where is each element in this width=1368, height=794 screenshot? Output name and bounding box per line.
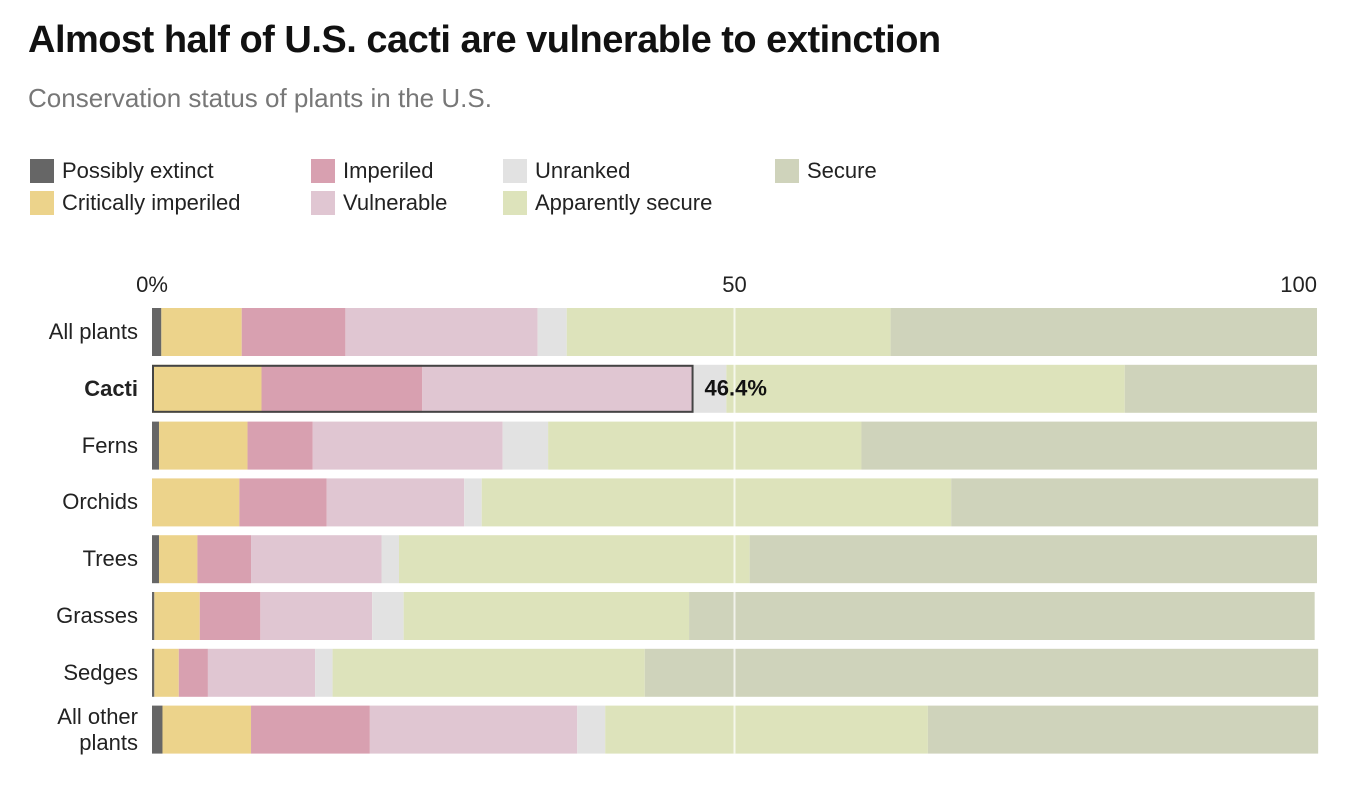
bar-segment xyxy=(692,364,727,413)
legend-label: Unranked xyxy=(535,158,630,183)
bar-segment xyxy=(464,478,482,527)
bar-segment xyxy=(548,421,862,470)
bar-segment xyxy=(689,592,1315,640)
category-label: All other plants xyxy=(57,703,138,755)
legend-label: Imperiled xyxy=(343,158,433,183)
bar-segment xyxy=(152,705,163,754)
bar-segment xyxy=(199,592,261,640)
bar-segment xyxy=(577,705,606,754)
bar-segment xyxy=(239,478,327,527)
legend-swatch xyxy=(775,159,799,183)
legend-swatch xyxy=(503,191,527,215)
bar-segment xyxy=(537,308,567,356)
legend-swatch xyxy=(311,191,335,215)
category-label: Trees xyxy=(82,546,138,572)
highlight-outline xyxy=(152,364,694,413)
bar-segment xyxy=(861,421,1317,470)
bar-segment xyxy=(566,308,891,356)
legend-label: Vulnerable xyxy=(343,190,447,215)
bar-segment xyxy=(152,478,240,527)
bar-segment xyxy=(161,308,242,356)
bar-segment xyxy=(481,478,952,527)
legend-swatch xyxy=(30,191,54,215)
legend-swatch xyxy=(503,159,527,183)
bar-segment xyxy=(927,705,1319,754)
category-label: Cacti xyxy=(84,375,138,401)
legend-label: Apparently secure xyxy=(535,190,712,215)
bar-segment xyxy=(890,308,1317,356)
legend-label: Secure xyxy=(807,158,877,183)
bar-segment xyxy=(345,308,538,356)
bar-segment xyxy=(749,535,1317,584)
bar-segment xyxy=(178,648,208,697)
category-label: Grasses xyxy=(56,603,138,628)
chart-title: Almost half of U.S. cacti are vulnerable… xyxy=(28,19,941,61)
x-tick-label: 50 xyxy=(722,272,746,297)
bar-segment xyxy=(158,421,248,470)
bar-segment xyxy=(372,592,404,640)
bar-segment xyxy=(605,705,928,754)
category-label: Ferns xyxy=(81,432,138,458)
bar-segment xyxy=(152,308,162,356)
bar-segment xyxy=(251,705,370,754)
bar-segment xyxy=(154,592,200,640)
legend-label: Critically imperiled xyxy=(62,190,240,215)
bar-segment xyxy=(403,592,690,640)
bar-segment xyxy=(251,535,382,584)
bar-segment xyxy=(260,592,373,640)
bar-segment xyxy=(502,421,549,470)
legend-swatch xyxy=(30,159,54,183)
bar-segment xyxy=(197,535,252,584)
bar-segment xyxy=(381,535,399,584)
bar-segment xyxy=(332,648,645,697)
bar-segment xyxy=(422,364,693,413)
bar-segment xyxy=(152,364,262,413)
bar-segment xyxy=(1124,364,1317,413)
bar-segment xyxy=(241,308,346,356)
bar-segment xyxy=(152,421,159,470)
bar-segment xyxy=(152,535,159,584)
annotation: 46.4% xyxy=(705,376,767,401)
bar-segment xyxy=(644,648,1319,697)
bar-segment xyxy=(951,478,1319,527)
category-label: Sedges xyxy=(63,659,138,685)
bar-segment xyxy=(152,648,155,697)
bar-segment xyxy=(152,592,155,640)
category-label: Orchids xyxy=(62,489,138,515)
legend-swatch xyxy=(311,159,335,183)
bar-segment xyxy=(247,421,313,470)
x-tick-label: 100 xyxy=(1280,272,1317,297)
bar-segment xyxy=(158,535,198,584)
bar-segment xyxy=(207,648,316,697)
bar-segment xyxy=(398,535,750,584)
bar-segment xyxy=(369,705,578,754)
category-label: All plants xyxy=(48,319,138,344)
bar-segment xyxy=(315,648,333,697)
bar-segment xyxy=(312,421,503,470)
x-tick-label: 0% xyxy=(136,272,168,297)
bar-segment xyxy=(261,364,423,413)
chart-subtitle: Conservation status of plants in the U.S… xyxy=(28,83,492,113)
legend-label: Possibly extinct xyxy=(62,158,214,183)
bar-segment xyxy=(154,648,179,697)
bar-segment xyxy=(726,364,1125,413)
bar-segment xyxy=(326,478,465,527)
bar-segment xyxy=(162,705,252,754)
